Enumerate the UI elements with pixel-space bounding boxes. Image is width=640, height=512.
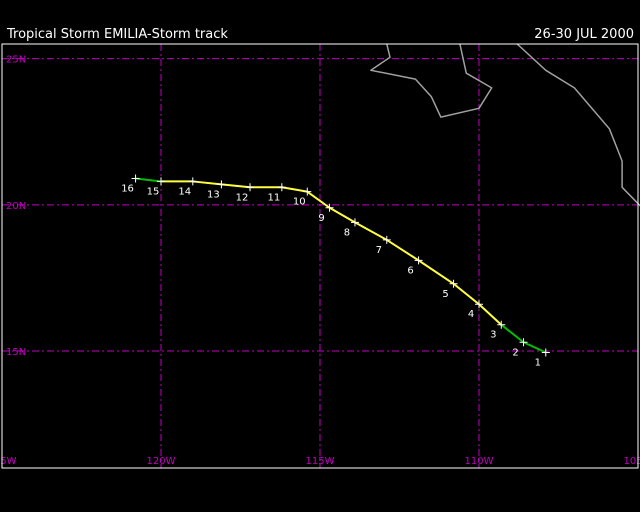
map-title: Tropical Storm EMILIA-Storm track <box>7 27 228 42</box>
track-point-marker <box>246 183 255 192</box>
track-markers <box>131 174 550 357</box>
date-range: 26-30 JUL 2000 <box>534 27 634 42</box>
track-segment <box>353 221 388 241</box>
track-segment <box>328 206 356 224</box>
track-point-marker <box>277 183 286 192</box>
track-segment <box>500 323 525 344</box>
track-segment <box>134 177 162 183</box>
lat-lon-grid <box>1 44 639 468</box>
track-point-label: 10 <box>293 197 306 208</box>
latitude-tick-label: 25N <box>6 55 26 66</box>
track-point-marker <box>475 300 483 309</box>
track-segment <box>452 282 480 306</box>
track-segment <box>220 183 252 189</box>
track-point-label: 12 <box>236 192 249 203</box>
track-point-marker <box>414 256 423 265</box>
track-segment <box>280 186 309 193</box>
track-segment <box>191 180 223 186</box>
latitude-tick-label: 15N <box>6 347 26 358</box>
track-point-marker <box>541 348 550 357</box>
track-point-label: 4 <box>468 309 474 320</box>
track-point-label: 6 <box>407 265 413 276</box>
track-point-label: 5 <box>442 289 448 300</box>
storm-track <box>134 177 547 354</box>
track-point-label: 11 <box>267 192 280 203</box>
longitude-tick-label: 120W <box>147 456 176 467</box>
track-point-label: 7 <box>376 245 382 256</box>
track-segment <box>478 303 503 326</box>
latitude-tick-label: 20N <box>6 201 26 212</box>
track-point-label: 16 <box>121 184 134 195</box>
track-point-marker <box>382 235 391 244</box>
longitude-tick-label: 110W <box>465 456 494 467</box>
track-point-marker <box>131 174 140 183</box>
track-segment <box>522 341 547 354</box>
track-segment <box>385 238 420 262</box>
axis-tick-labels: 125W 120W 115W 110W 105W 25N 20N 15N <box>0 55 640 467</box>
longitude-tick-label: 105W <box>624 456 640 467</box>
track-point-marker <box>157 177 165 186</box>
track-point-label: 8 <box>344 227 350 238</box>
coastline-segment <box>370 43 493 118</box>
track-point-marker <box>217 180 226 189</box>
track-segment <box>417 259 455 285</box>
track-point-label: 15 <box>147 186 160 197</box>
track-point-marker <box>188 177 197 186</box>
track-segment <box>306 190 331 209</box>
map-frame <box>1 43 639 469</box>
coastline <box>370 43 640 207</box>
track-point-marker <box>519 338 528 347</box>
track-point-label: 2 <box>512 347 518 358</box>
track-point-label: 1 <box>535 357 541 368</box>
track-point-label: 9 <box>318 213 324 224</box>
longitude-tick-label: 115W <box>306 456 335 467</box>
track-point-marker <box>449 279 458 288</box>
track-point-label: 3 <box>490 330 496 341</box>
track-point-label: 14 <box>178 186 191 197</box>
track-point-label: 13 <box>207 189 220 200</box>
track-point-marker <box>350 218 359 227</box>
coastline-segment <box>516 43 640 207</box>
longitude-tick-label: 125W <box>0 456 17 467</box>
track-point-marker <box>303 187 312 196</box>
track-point-marker <box>325 203 334 212</box>
track-point-marker <box>497 320 506 329</box>
